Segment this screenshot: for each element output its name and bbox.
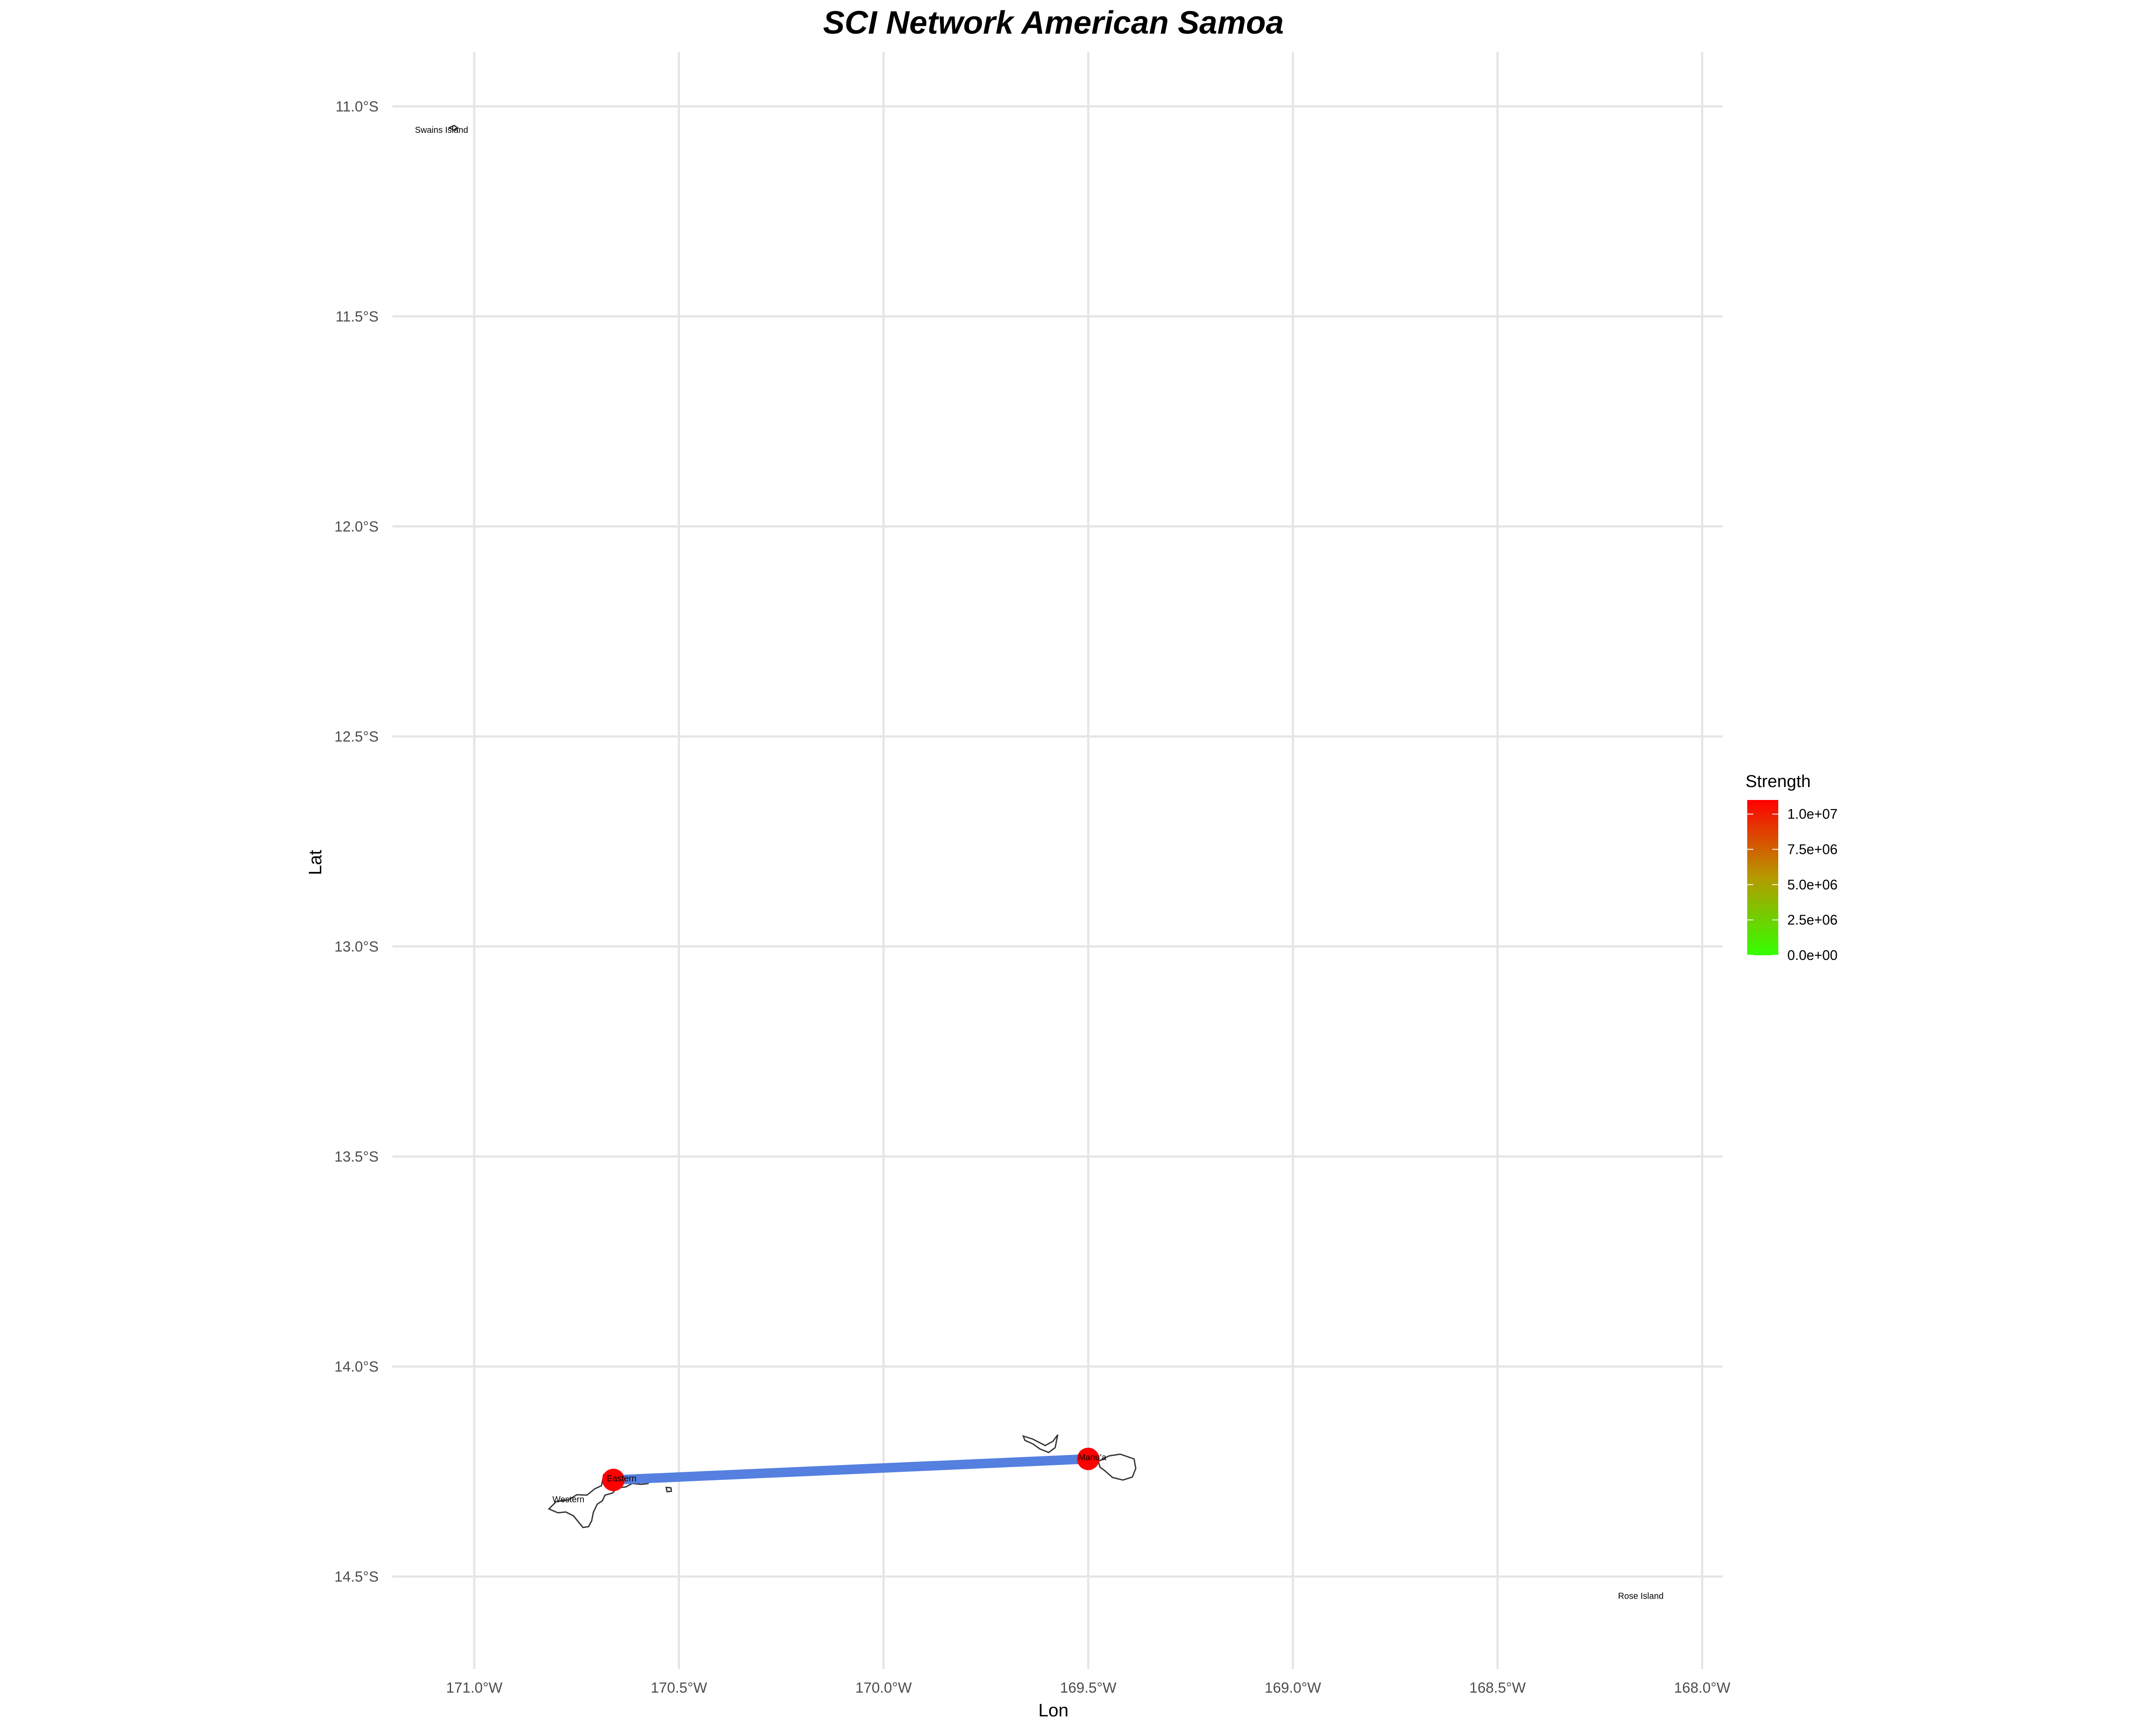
legend-title: Strength <box>1745 772 1811 791</box>
network-edge <box>613 1454 1089 1485</box>
y-tick-label: 12.0°S <box>335 519 379 535</box>
x-axis-title: Lon <box>1038 1700 1069 1720</box>
legend: Strength 0.0e+00 2.5e+06 5.0e+06 7.5e+06 1.0… <box>1745 772 1838 963</box>
legend-break-label: 7.5e+06 <box>1787 842 1838 857</box>
island-outlines <box>448 125 1137 1528</box>
legend-colorbar <box>1747 800 1778 955</box>
y-tick-label: 13.0°S <box>335 939 379 955</box>
y-axis-title: Lat <box>305 850 325 875</box>
network-node <box>1077 1447 1100 1470</box>
legend-break-label: 0.0e+00 <box>1787 947 1838 963</box>
ofu-olosega-island-shape <box>1022 1434 1059 1453</box>
x-tick-label: 170.0°W <box>856 1680 912 1696</box>
x-tick-label: 169.0°W <box>1265 1680 1321 1696</box>
network-edges <box>613 1454 1089 1485</box>
legend-break-label: 1.0e+07 <box>1787 806 1838 822</box>
y-tick-label: 14.0°S <box>335 1359 379 1375</box>
y-tick-label: 14.5°S <box>335 1569 379 1585</box>
y-tick-label: 13.5°S <box>335 1149 379 1165</box>
swains-island-shape <box>448 125 459 131</box>
chart-title: SCI Network American Samoa <box>823 4 1284 41</box>
y-tick-label: 12.5°S <box>335 729 379 745</box>
place-label: Manu'a <box>1078 1453 1107 1462</box>
y-tick-label: 11.0°S <box>335 99 379 115</box>
place-labels: Swains Island Eastern Western Manu'a Rose Is… <box>415 125 1664 1601</box>
x-tick-label: 168.0°W <box>1674 1680 1730 1696</box>
network-node <box>602 1468 625 1491</box>
network-nodes <box>602 1447 1100 1491</box>
legend-break-label: 5.0e+06 <box>1787 877 1838 892</box>
x-tick-label: 170.5°W <box>651 1680 707 1696</box>
grid-lines <box>392 52 1723 1669</box>
place-label: Eastern <box>607 1474 636 1484</box>
x-tick-label: 169.5°W <box>1060 1680 1116 1696</box>
legend-break-label: 2.5e+06 <box>1787 912 1838 928</box>
place-label: Rose Island <box>1618 1592 1664 1601</box>
aunuu-island-shape <box>665 1487 672 1493</box>
x-tick-labels: 171.0°W 170.5°W 170.0°W 169.5°W 169.0°W 168.5… <box>446 1680 1730 1696</box>
y-tick-label: 11.5°S <box>335 309 379 325</box>
tau-island-shape <box>1097 1453 1137 1481</box>
y-tick-labels: 11.0°S 11.5°S 12.0°S 12.5°S 13.0°S 13.5°S 14.0… <box>335 99 379 1585</box>
x-tick-label: 168.5°W <box>1470 1680 1526 1696</box>
place-label: Swains Island <box>415 125 468 135</box>
tutuila-island-shape <box>548 1473 651 1528</box>
x-tick-label: 171.0°W <box>446 1680 502 1696</box>
place-label: Western <box>552 1495 584 1505</box>
